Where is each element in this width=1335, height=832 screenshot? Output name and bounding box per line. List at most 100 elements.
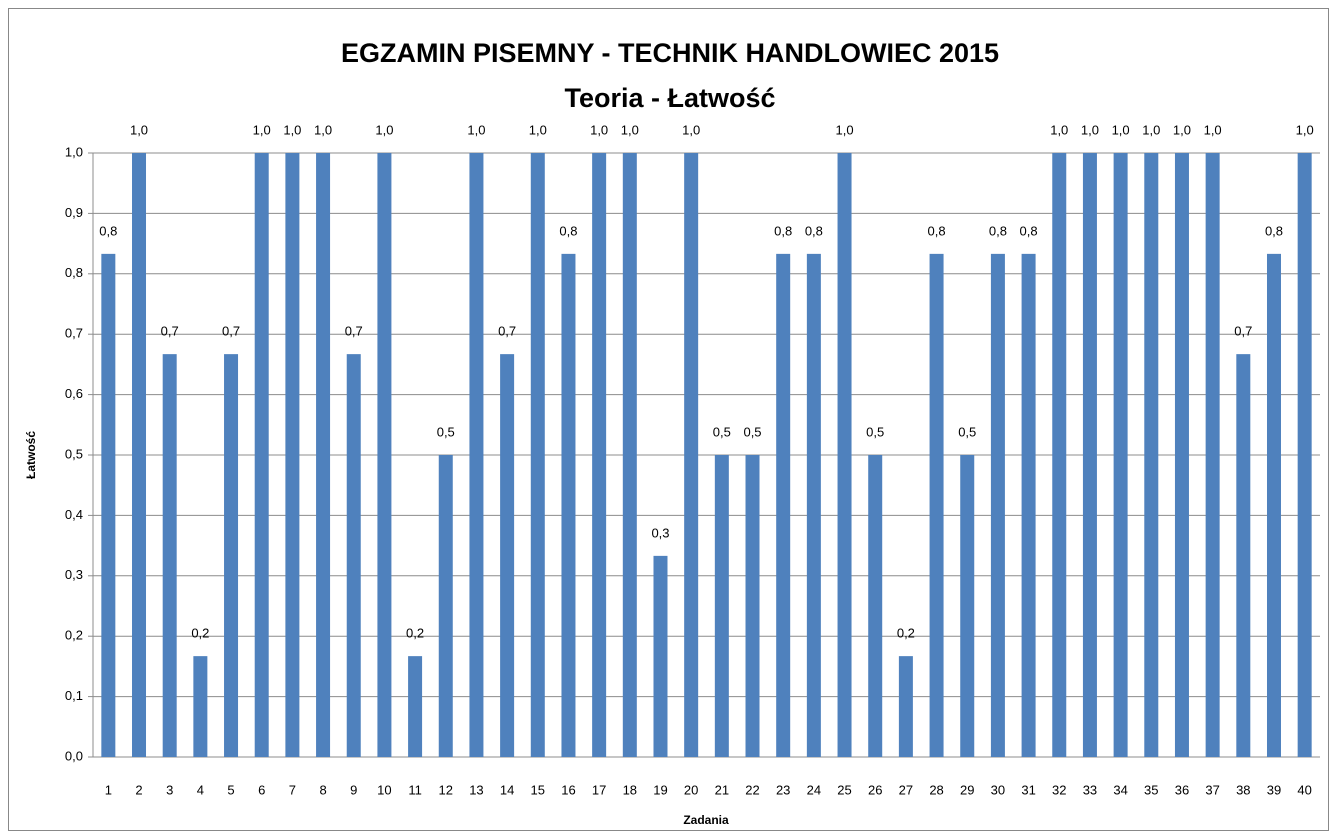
- bar: [162, 354, 177, 757]
- value-label: 1,0: [621, 122, 639, 137]
- value-label: 1,0: [467, 122, 485, 137]
- y-tick-label: 0,3: [65, 567, 83, 582]
- bar: [438, 455, 453, 757]
- y-tick-label: 0,6: [65, 386, 83, 401]
- bar: [837, 153, 852, 757]
- x-tick-label: 3: [166, 782, 173, 797]
- value-label: 0,7: [345, 324, 363, 339]
- y-tick-label: 0,0: [65, 748, 83, 763]
- y-tick-label: 0,8: [65, 265, 83, 280]
- bar: [990, 253, 1005, 758]
- y-tick-label: 1,0: [65, 144, 83, 159]
- value-label: 1,0: [375, 122, 393, 137]
- bar: [377, 153, 392, 757]
- chart-subtitle: Teoria - Łatwość: [564, 83, 775, 113]
- x-tick-label: 13: [469, 782, 483, 797]
- x-tick-label: 2: [135, 782, 142, 797]
- x-tick-label: 23: [776, 782, 790, 797]
- x-tick-label: 12: [439, 782, 453, 797]
- bar: [1113, 153, 1128, 757]
- chart-title: EGZAMIN PISEMNY - TECHNIK HANDLOWIEC 201…: [341, 38, 999, 68]
- bar: [132, 153, 147, 757]
- value-label: 1,0: [253, 122, 271, 137]
- bar: [592, 153, 607, 757]
- value-label: 0,5: [866, 424, 884, 439]
- value-label: 1,0: [1142, 122, 1160, 137]
- x-tick-label: 30: [991, 782, 1005, 797]
- value-label: 0,5: [958, 424, 976, 439]
- x-tick-label: 7: [289, 782, 296, 797]
- x-tick-label: 35: [1144, 782, 1158, 797]
- value-label: 1,0: [1112, 122, 1130, 137]
- bar: [408, 656, 423, 757]
- x-tick-label: 33: [1083, 782, 1097, 797]
- value-label: 0,3: [651, 525, 669, 540]
- x-tick-label: 11: [408, 782, 422, 797]
- x-tick-label: 18: [623, 782, 637, 797]
- x-tick-label: 8: [319, 782, 326, 797]
- value-label: 0,7: [222, 324, 240, 339]
- bar: [684, 153, 699, 757]
- bar: [1297, 153, 1312, 757]
- bar: [1266, 253, 1281, 758]
- x-tick-label: 16: [561, 782, 575, 797]
- x-tick-label: 17: [592, 782, 606, 797]
- bar: [622, 153, 637, 757]
- x-tick-label: 29: [960, 782, 974, 797]
- y-tick-label: 0,5: [65, 446, 83, 461]
- value-label: 1,0: [283, 122, 301, 137]
- bar: [316, 153, 331, 757]
- x-tick-label: 36: [1175, 782, 1189, 797]
- value-label: 0,7: [161, 324, 179, 339]
- y-tick-label: 0,7: [65, 326, 83, 341]
- value-label: 1,0: [1050, 122, 1068, 137]
- x-tick-label: 10: [377, 782, 391, 797]
- y-tick-label: 0,1: [65, 688, 83, 703]
- x-tick-label: 27: [899, 782, 913, 797]
- bar: [1205, 153, 1220, 757]
- x-tick-label: 6: [258, 782, 265, 797]
- value-label: 0,2: [191, 626, 209, 641]
- bar: [1052, 153, 1067, 757]
- bar: [285, 153, 300, 757]
- value-label: 1,0: [130, 122, 148, 137]
- x-tick-label: 22: [745, 782, 759, 797]
- bar: [745, 455, 760, 757]
- x-tick-label: 21: [715, 782, 729, 797]
- x-tick-label: 37: [1205, 782, 1219, 797]
- x-tick-label: 4: [197, 782, 204, 797]
- y-axis-title: Łatwość: [24, 431, 38, 479]
- value-label: 1,0: [314, 122, 332, 137]
- bar: [254, 153, 269, 757]
- value-label: 0,8: [1020, 223, 1038, 238]
- x-tick-label: 38: [1236, 782, 1250, 797]
- bar: [193, 656, 208, 757]
- x-axis-title: Zadania: [683, 813, 729, 827]
- value-label: 0,2: [406, 626, 424, 641]
- bar: [224, 354, 239, 757]
- value-label: 1,0: [1081, 122, 1099, 137]
- x-tick-label: 15: [531, 782, 545, 797]
- value-label: 0,8: [774, 223, 792, 238]
- x-tick-label: 25: [837, 782, 851, 797]
- value-label: 0,8: [99, 223, 117, 238]
- bar: [561, 253, 576, 758]
- bar: [530, 153, 545, 757]
- x-tick-label: 19: [653, 782, 667, 797]
- bar: [1236, 354, 1251, 757]
- y-tick-label: 0,4: [65, 507, 83, 522]
- value-label: 0,8: [989, 223, 1007, 238]
- x-tick-label: 31: [1021, 782, 1035, 797]
- x-tick-label: 5: [227, 782, 234, 797]
- x-tick-label: 34: [1113, 782, 1127, 797]
- bar: [101, 253, 116, 758]
- x-tick-label: 32: [1052, 782, 1066, 797]
- bar: [346, 354, 361, 757]
- value-label: 0,5: [713, 424, 731, 439]
- value-label: 0,8: [805, 223, 823, 238]
- bar: [1082, 153, 1097, 757]
- x-tick-label: 20: [684, 782, 698, 797]
- value-label: 0,7: [498, 324, 516, 339]
- bar: [1021, 253, 1036, 758]
